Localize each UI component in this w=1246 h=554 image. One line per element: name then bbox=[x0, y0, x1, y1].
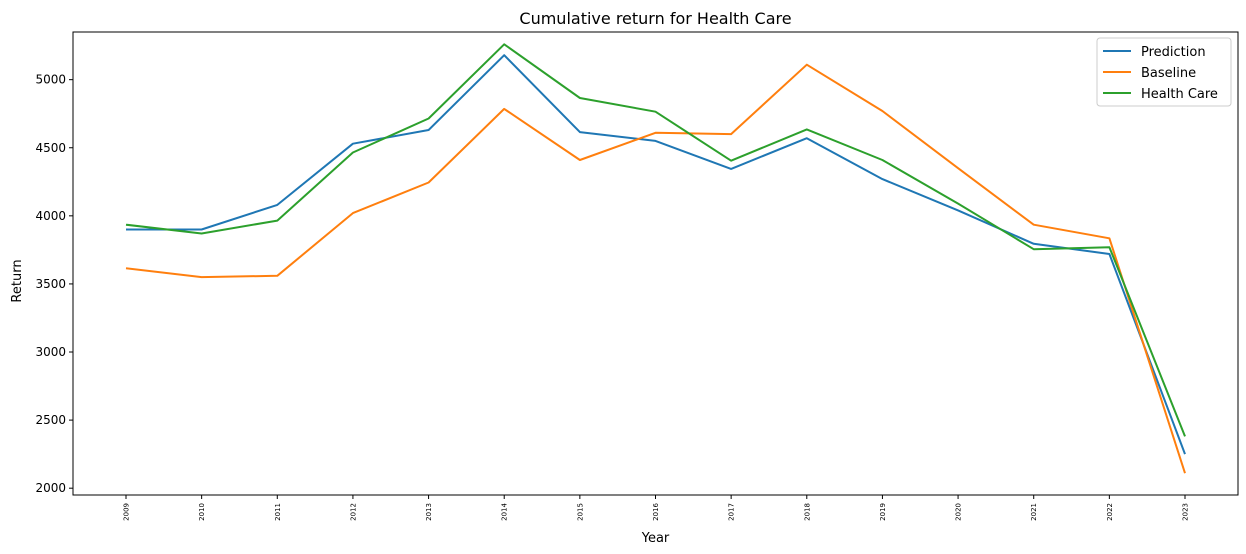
series-line-baseline bbox=[125, 63, 1186, 474]
x-tick-label: 2013 bbox=[425, 503, 433, 521]
y-axis-label: Return bbox=[10, 259, 25, 302]
x-tick-label: 2023 bbox=[1182, 503, 1190, 521]
x-tick-label: 2020 bbox=[955, 503, 963, 521]
y-tick-label: 3500 bbox=[35, 277, 66, 291]
x-axis: 2009 2010 2011 2012 2013 2014 2015 2016 2017 2018… bbox=[123, 495, 1190, 521]
y-tick-label: 2000 bbox=[35, 481, 66, 495]
x-tick-label: 2012 bbox=[349, 503, 357, 521]
y-axis: 2000 2500 3000 3500 4000 4500 5000 bbox=[35, 73, 73, 495]
y-tick-label: 4000 bbox=[35, 209, 66, 223]
x-tick-label: 2019 bbox=[879, 503, 887, 521]
series-line-health-care bbox=[125, 43, 1186, 437]
x-tick-label: 2022 bbox=[1106, 503, 1114, 521]
y-tick-label: 3000 bbox=[35, 345, 66, 359]
x-tick-label: 2017 bbox=[728, 503, 736, 521]
x-tick-label: 2011 bbox=[274, 503, 282, 521]
x-tick-label: 2010 bbox=[198, 503, 206, 521]
x-tick-label: 2015 bbox=[576, 503, 584, 521]
y-tick-label: 4500 bbox=[35, 141, 66, 155]
plot-frame bbox=[72, 31, 1239, 496]
x-tick-label: 2018 bbox=[803, 503, 811, 521]
x-tick-label: 2016 bbox=[652, 502, 660, 520]
x-tick-label: 2021 bbox=[1030, 503, 1038, 521]
plot-lines bbox=[125, 43, 1186, 474]
legend-label: Health Care bbox=[1141, 87, 1218, 102]
legend-label: Baseline bbox=[1141, 66, 1196, 81]
x-axis-label: Year bbox=[641, 531, 670, 546]
legend-label: Prediction bbox=[1141, 45, 1206, 60]
legend-box bbox=[1096, 37, 1232, 107]
x-tick-label: 2014 bbox=[501, 502, 509, 520]
legend: Prediction Baseline Health Care bbox=[1096, 37, 1232, 107]
x-tick-label: 2009 bbox=[123, 503, 131, 521]
series-line-prediction bbox=[126, 54, 1186, 455]
chart-title: Cumulative return for Health Care bbox=[519, 9, 791, 28]
y-tick-label: 2500 bbox=[35, 413, 66, 427]
y-tick-label: 5000 bbox=[35, 73, 66, 87]
